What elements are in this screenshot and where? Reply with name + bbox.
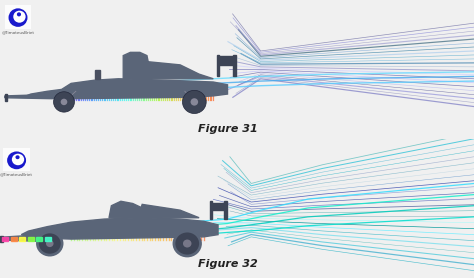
Circle shape xyxy=(191,98,198,106)
Circle shape xyxy=(12,154,24,165)
Circle shape xyxy=(16,155,19,159)
Polygon shape xyxy=(5,94,7,101)
Polygon shape xyxy=(28,237,34,241)
Polygon shape xyxy=(0,235,3,242)
Text: @TimoteusBriet: @TimoteusBriet xyxy=(0,172,33,176)
Polygon shape xyxy=(2,237,8,241)
Text: @TimoteusBriet: @TimoteusBriet xyxy=(1,30,35,34)
Text: Figure 32: Figure 32 xyxy=(198,259,257,269)
Polygon shape xyxy=(123,52,152,79)
Polygon shape xyxy=(11,237,17,241)
Polygon shape xyxy=(0,234,57,241)
Polygon shape xyxy=(5,94,66,99)
Circle shape xyxy=(37,232,62,255)
Circle shape xyxy=(46,240,54,247)
Polygon shape xyxy=(26,79,228,99)
Circle shape xyxy=(182,90,206,113)
Polygon shape xyxy=(210,201,212,219)
Polygon shape xyxy=(217,55,219,76)
Circle shape xyxy=(13,11,26,23)
Circle shape xyxy=(9,8,27,27)
FancyBboxPatch shape xyxy=(5,5,31,29)
Polygon shape xyxy=(218,56,235,65)
Polygon shape xyxy=(137,204,199,218)
Circle shape xyxy=(183,240,191,247)
Polygon shape xyxy=(95,70,100,79)
Circle shape xyxy=(17,12,21,16)
Polygon shape xyxy=(224,201,227,219)
Polygon shape xyxy=(19,237,25,241)
Polygon shape xyxy=(36,237,42,241)
Circle shape xyxy=(54,92,74,112)
Circle shape xyxy=(7,152,26,169)
Circle shape xyxy=(174,231,201,256)
Polygon shape xyxy=(21,218,218,239)
Text: Figure 31: Figure 31 xyxy=(198,124,257,134)
Polygon shape xyxy=(45,237,51,241)
Polygon shape xyxy=(233,55,236,76)
Circle shape xyxy=(61,99,67,105)
Polygon shape xyxy=(133,60,213,79)
FancyBboxPatch shape xyxy=(3,148,30,171)
Polygon shape xyxy=(211,203,225,210)
Polygon shape xyxy=(109,201,147,218)
